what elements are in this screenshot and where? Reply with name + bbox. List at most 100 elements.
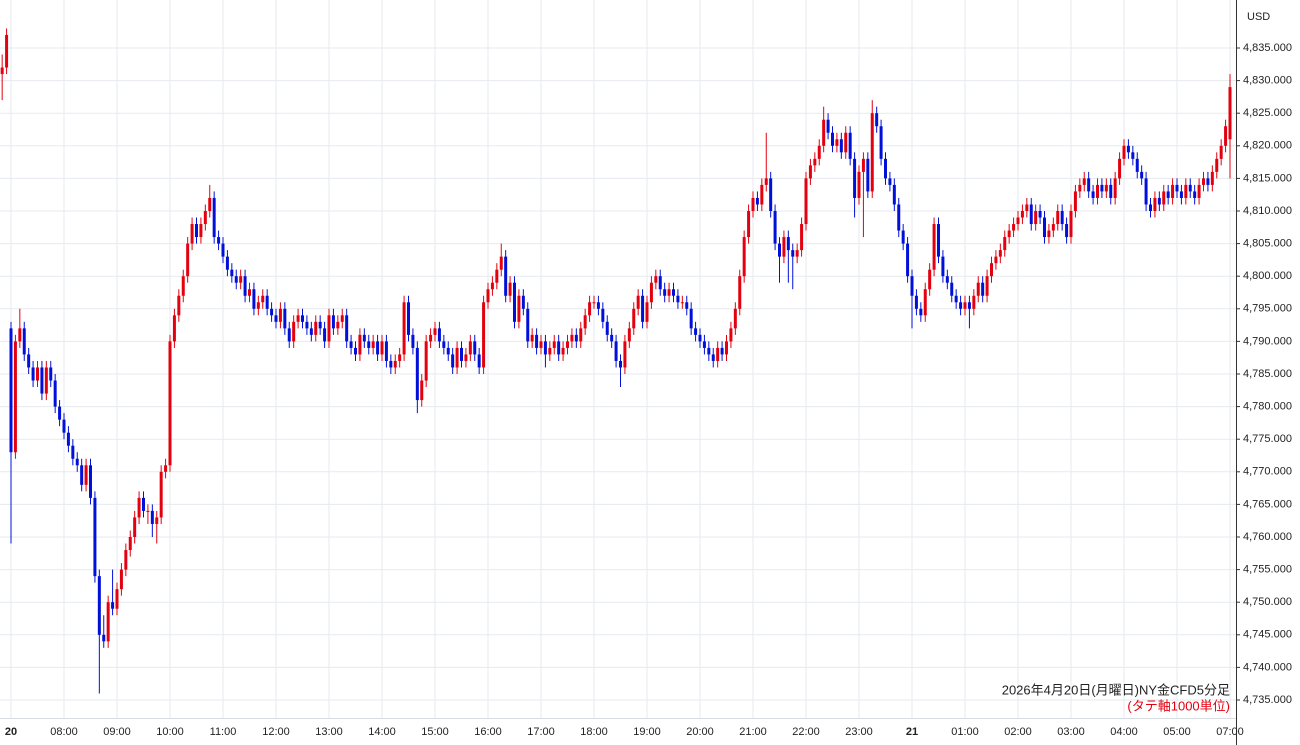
candle-body [362,334,366,342]
candle-body [689,308,693,329]
candle-body [870,113,874,192]
candle-body [102,634,106,642]
candle-body [1007,230,1011,238]
candle-body [323,328,327,342]
x-tick-label: 13:00 [315,726,343,738]
candle-body [994,256,998,264]
candle-body [1096,184,1099,198]
candle-body [680,302,684,304]
candle-body [729,328,733,342]
candle-body [879,126,883,159]
x-tick-label: 05:00 [1163,726,1191,738]
candle-body [1122,145,1126,159]
candle-body [1179,191,1183,198]
candle-body [164,465,168,472]
candle-body [521,295,525,309]
candle-body [1210,171,1214,185]
candle-body [252,289,256,309]
candle-body [937,224,940,257]
y-tick-label: 4,820.000 [1243,140,1292,152]
candle-body [455,347,459,368]
x-tick-label: 10:00 [156,726,184,738]
candle-body [649,282,653,303]
candle-body [720,347,724,355]
candle-body [778,243,781,257]
candle-body [641,295,645,322]
candle-body [9,328,13,453]
candle-body [415,347,419,401]
candle-body [402,302,406,355]
candle-body [159,471,163,518]
candle-body [831,132,834,146]
candle-body [1104,184,1108,192]
x-tick-label: 03:00 [1057,726,1085,738]
candle-body [535,334,539,348]
candle-body [976,282,980,296]
candle-body [539,341,543,348]
candle-body [1144,178,1148,205]
y-tick-label: 4,745.000 [1243,629,1292,641]
candle-body [239,276,243,283]
candle-body [13,341,17,453]
candle-body [875,113,879,127]
x-tick-label: 20 [5,726,17,738]
candle-body [663,289,667,296]
candle-body [464,354,468,361]
candle-body [499,256,503,270]
candle-body [711,354,715,361]
candle-body [610,334,614,342]
candle-body [716,347,720,361]
candle-body [1135,158,1139,172]
candle-body [111,602,115,609]
x-tick-label: 08:00 [50,726,78,738]
candle-body [658,276,662,290]
candle-body [636,295,640,309]
candle-body [773,210,777,244]
candle-body [40,367,44,394]
x-tick-label: 17:00 [527,726,555,738]
x-tick-label: 16:00 [474,726,502,738]
candle-body [71,445,75,459]
candle-body [998,250,1002,257]
candle-body [1149,204,1152,211]
candle-body [495,269,499,283]
candle-body [53,380,57,407]
candle-body [186,243,190,277]
candle-body [654,276,658,283]
candle-body [128,537,132,551]
y-tick-label: 4,770.000 [1243,466,1292,478]
candle-body [327,315,331,342]
candle-body [919,308,923,316]
candle-body [672,289,675,296]
candle-body [932,224,936,270]
candle-body [813,158,817,166]
candle-body [685,302,689,309]
candle-body [1012,224,1016,231]
candle-body [490,282,494,290]
y-tick-label: 4,765.000 [1243,498,1292,510]
candle-body [901,230,905,244]
candle-body [296,315,300,322]
candle-body [261,295,265,303]
candle-body [844,132,848,153]
candle-body [424,341,428,381]
candle-body [1043,217,1046,238]
candle-body [619,360,622,368]
candle-body [142,497,145,511]
candle-body [208,197,212,211]
candle-body [309,328,313,335]
candle-body [676,295,680,303]
candle-body [623,341,627,368]
candle-body [473,341,477,355]
candle-body [782,237,786,257]
candle-body [755,197,759,205]
candle-body [627,328,631,342]
candle-body [371,341,375,348]
candle-body [990,263,993,277]
candle-body [1193,191,1197,198]
candle-body [367,341,371,348]
candle-body [5,34,9,68]
candle-body [468,341,472,355]
candle-body [168,341,172,466]
candle-body [835,139,839,146]
